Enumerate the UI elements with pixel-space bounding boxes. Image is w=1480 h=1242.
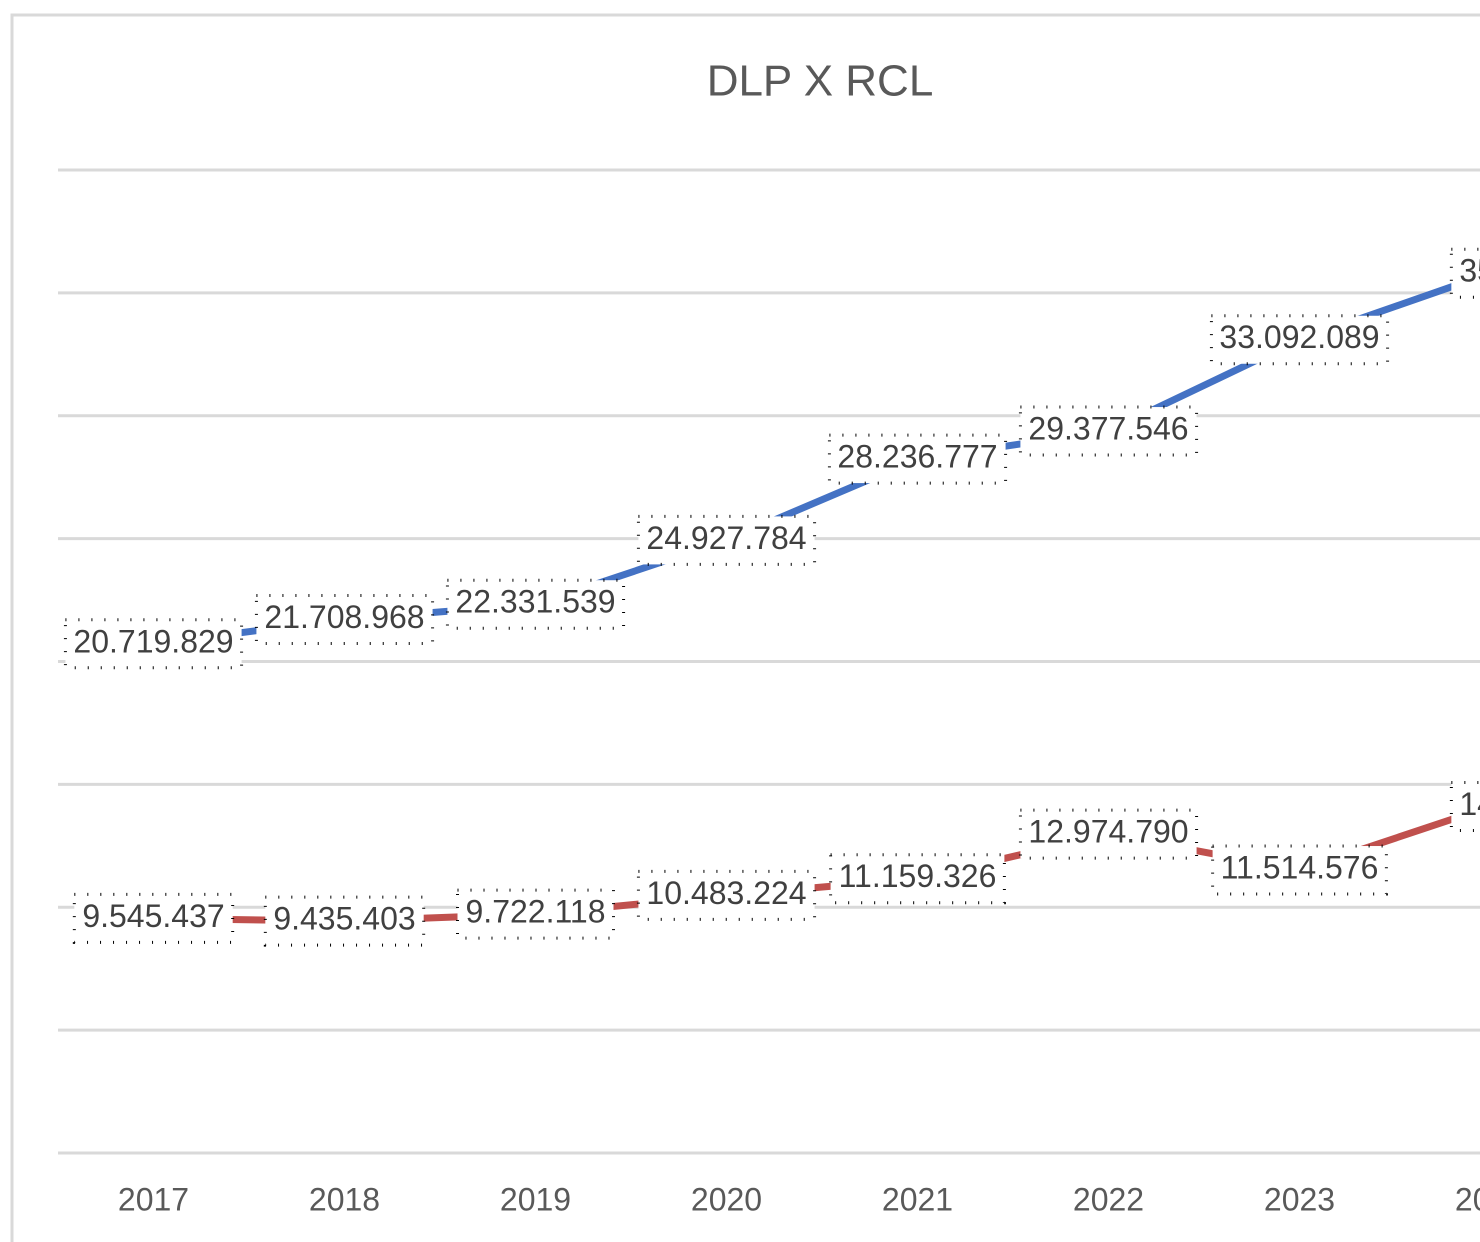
data-label: 11.514.576 — [1211, 844, 1388, 896]
data-label-box — [1449, 780, 1480, 832]
data-label: 9.435.403 — [263, 895, 426, 947]
data-label: 11.159.326 — [829, 853, 1006, 905]
data-label-text: 10.483.224 — [646, 875, 806, 911]
data-label: 10.483.224 — [636, 869, 817, 921]
data-label-box — [63, 618, 244, 670]
data-label: 28.236.777 — [827, 433, 1008, 485]
data-label-text: 12.974.790 — [1028, 814, 1188, 850]
data-label-box — [636, 869, 817, 921]
data-label: 35.8 — [1449, 247, 1480, 299]
chart-title: DLP X RCL — [707, 57, 934, 106]
data-label-box — [1018, 808, 1199, 860]
data-label-box — [829, 853, 1006, 905]
data-label: 33.092.089 — [1209, 314, 1390, 366]
data-label: 9.545.437 — [72, 892, 235, 944]
data-label-box — [1211, 844, 1388, 896]
x-tick-label: 2021 — [882, 1181, 953, 1217]
data-label-box — [1018, 405, 1199, 457]
data-label-text: 14.1 — [1459, 786, 1480, 822]
data-label-text: 28.236.777 — [837, 439, 997, 475]
data-label-text: 22.331.539 — [455, 584, 615, 620]
data-label-box — [636, 514, 817, 566]
data-label-text: 9.722.118 — [466, 894, 606, 930]
x-tick-label: 2020 — [691, 1181, 762, 1217]
data-label-text: 11.159.326 — [839, 858, 997, 894]
x-tick-label: 2023 — [1264, 1181, 1335, 1217]
data-label-box — [254, 594, 435, 646]
data-label-text: 20.719.829 — [73, 623, 233, 659]
data-label-text: 33.092.089 — [1219, 319, 1379, 355]
data-label-box — [263, 895, 426, 947]
x-tick-label: 2018 — [309, 1181, 380, 1217]
data-label-text: 21.708.968 — [264, 599, 424, 635]
data-label: 21.708.968 — [254, 594, 435, 646]
data-label-box — [445, 578, 626, 630]
data-label: 9.722.118 — [456, 888, 615, 940]
data-label-box — [1449, 247, 1480, 299]
x-tick-label: 2017 — [118, 1181, 189, 1217]
data-label: 12.974.790 — [1018, 808, 1199, 860]
data-label-text: 11.514.576 — [1221, 849, 1379, 885]
data-label: 14.1 — [1449, 780, 1480, 832]
x-tick-label: 2022 — [1073, 1181, 1144, 1217]
data-label: 29.377.546 — [1018, 405, 1199, 457]
data-label-box — [1209, 314, 1390, 366]
data-label-text: 9.545.437 — [82, 898, 224, 934]
data-label: 22.331.539 — [445, 578, 626, 630]
data-label-box — [456, 888, 615, 940]
data-label-text: 24.927.784 — [646, 520, 806, 556]
data-label: 20.719.829 — [63, 618, 244, 670]
data-label-text: 35.8 — [1459, 253, 1480, 289]
data-label: 24.927.784 — [636, 514, 817, 566]
data-label-box — [72, 892, 235, 944]
data-label-text: 9.435.403 — [273, 901, 415, 937]
data-label-box — [827, 433, 1008, 485]
x-tick-label: 2019 — [500, 1181, 571, 1217]
x-tick-label: 2024 — [1455, 1181, 1480, 1217]
data-label-text: 29.377.546 — [1028, 410, 1188, 446]
